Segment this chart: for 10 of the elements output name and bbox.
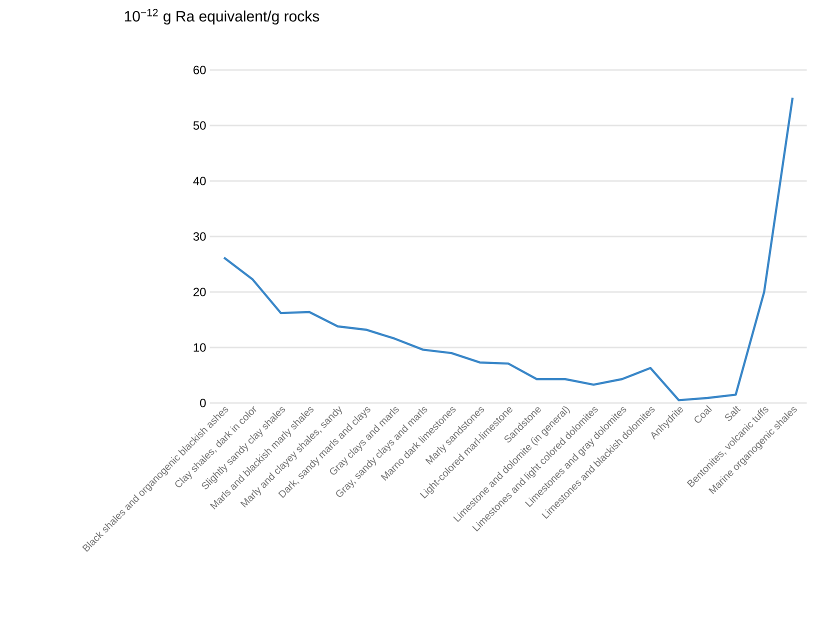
y-tick-label: 50	[193, 121, 206, 130]
y-tick-label: 0	[200, 398, 206, 408]
x-tick-label: Salt	[725, 406, 741, 421]
line-series	[222, 96, 794, 402]
y-tick-label: 20	[194, 288, 206, 296]
y-tick-label: 40	[193, 176, 206, 186]
y-tick-label: 30	[193, 232, 206, 241]
y-tick-label: 10	[194, 343, 206, 352]
y-axis-title: 10$^{−12}$ g Ra equivalent/g rocks	[124, 8, 320, 25]
y-tick-label: 60	[194, 66, 206, 74]
